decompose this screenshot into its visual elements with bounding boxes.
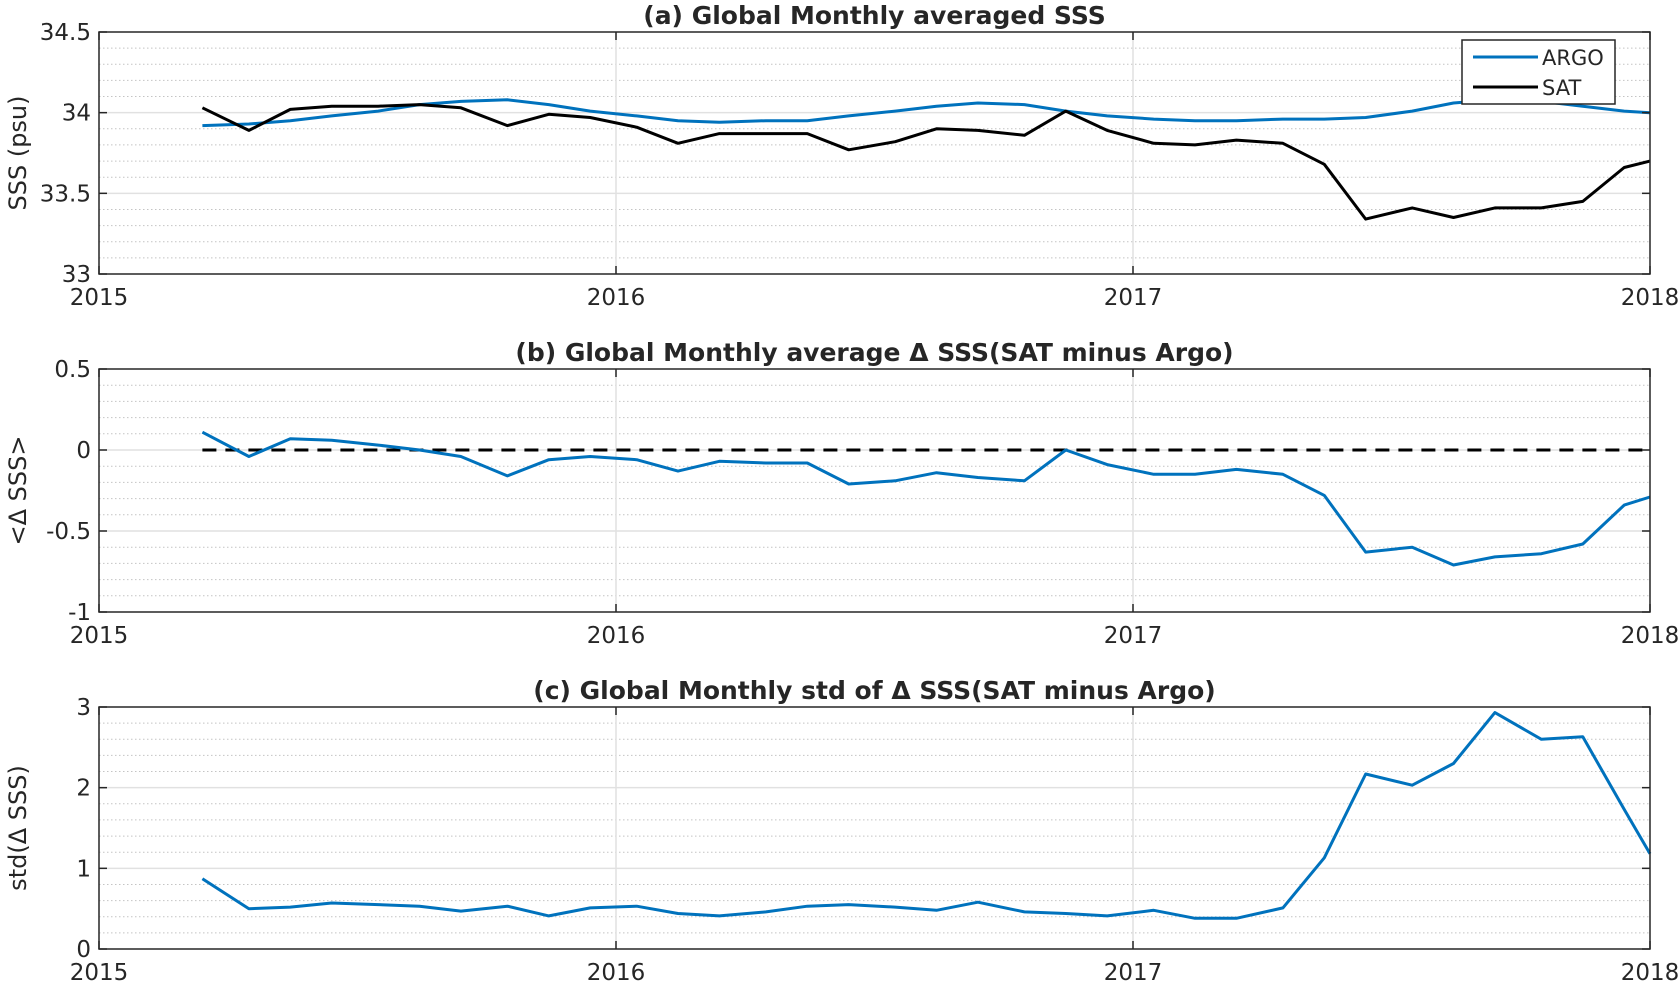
y-tick-label: 0	[76, 937, 91, 963]
x-tick-label: 2017	[1104, 623, 1163, 649]
x-tick-label: 2016	[587, 623, 646, 649]
y-tick-label: 2	[76, 776, 91, 802]
legend-box	[1461, 39, 1616, 105]
x-tick-label: 2015	[70, 960, 129, 982]
x-tick-label: 2018	[1621, 285, 1680, 311]
argo-series-line	[202, 98, 1651, 128]
axes-box	[98, 368, 1651, 613]
y-tick-label: 1	[76, 856, 91, 882]
delta-sss-series-line	[201, 430, 1651, 567]
y-tick-label: 34.5	[40, 20, 91, 46]
y-tick-label: 33	[62, 262, 91, 288]
delta-sss-series-line	[201, 711, 1652, 920]
x-tick-label: 2016	[587, 285, 646, 311]
y-axis-label: <Δ SSS>	[4, 436, 32, 546]
chart-panel-a: 33 33.5 34 34.5 2015 2016 2017 2018 (a) Global M…	[4, 1, 1679, 311]
y-tick-label: 34	[62, 101, 91, 127]
chart-title: (a) Global Monthly averaged SSS	[643, 1, 1105, 30]
y-axis-label: SSS (psu)	[4, 95, 32, 210]
legend: ARGO SAT	[1461, 39, 1616, 105]
legend-label-sat: SAT	[1542, 76, 1581, 100]
y-tick-label: 33.5	[40, 181, 91, 207]
axes-box	[98, 31, 1651, 275]
y-tick-label: 0.5	[54, 357, 91, 383]
x-tick-label: 2015	[70, 623, 129, 649]
legend-label-argo: ARGO	[1542, 46, 1604, 70]
y-tick-label: -0.5	[46, 519, 91, 545]
y-tick-label: -1	[68, 600, 91, 626]
y-axis-label: std(Δ SSS)	[4, 765, 32, 891]
x-tick-label: 2016	[587, 960, 646, 982]
chart-title: (b) Global Monthly average Δ SSS(SAT min…	[515, 338, 1233, 367]
x-tick-label: 2017	[1104, 285, 1163, 311]
x-tick-label: 2018	[1621, 960, 1680, 982]
chart-title: (c) Global Monthly std of Δ SSS(SAT minu…	[533, 676, 1215, 705]
sat-series-line	[201, 103, 1651, 221]
chart-panel-c: 0 1 2 3 2015 2016 2017 2018 (c) Global Monthly s…	[4, 676, 1679, 982]
chart-panel-b: -1 -0.5 0 0.5 2015 2016 2017 2018 (b) Global Mon…	[4, 338, 1679, 649]
x-tick-label: 2018	[1621, 623, 1680, 649]
x-tick-label: 2015	[70, 285, 129, 311]
y-tick-label: 0	[76, 438, 91, 464]
axes-box	[98, 706, 1651, 950]
y-tick-label: 3	[76, 695, 91, 721]
x-tick-label: 2017	[1104, 960, 1163, 982]
